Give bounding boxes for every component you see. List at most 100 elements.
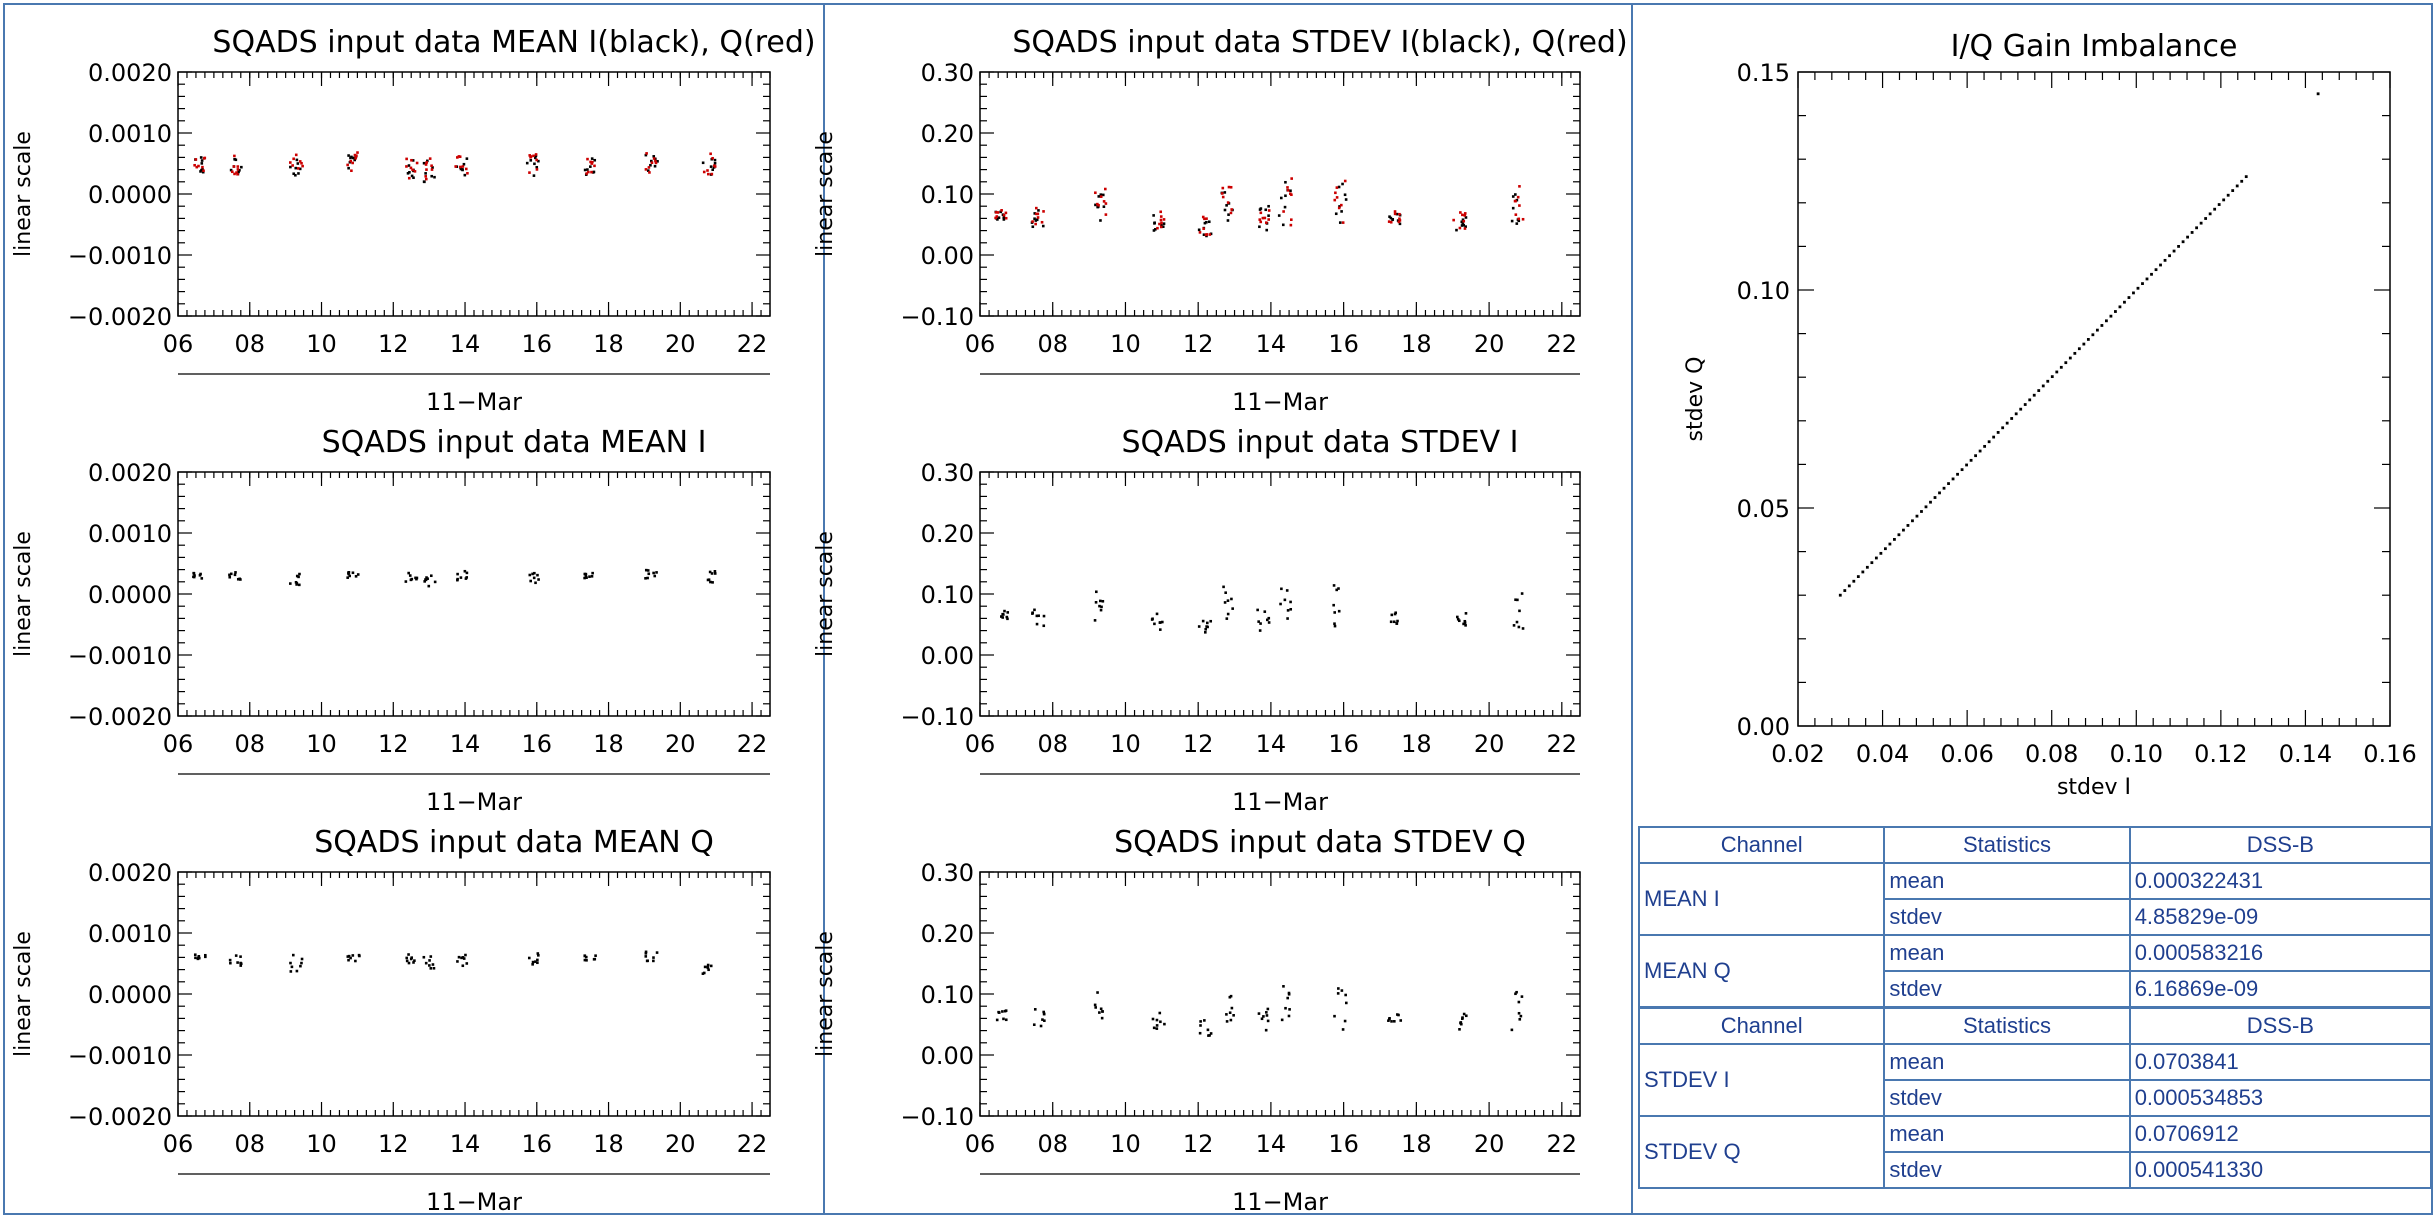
data-point [1003,609,1006,613]
data-point [1518,1018,1522,1021]
date-axis-label: 11−Mar [1232,788,1328,816]
data-point [1041,1018,1044,1021]
data-point [645,152,648,155]
data-point [531,572,534,576]
data-point [1515,222,1519,225]
data-point [1341,221,1345,224]
data-point [1039,1024,1043,1028]
data-point [1034,219,1038,222]
data-point [354,959,357,963]
data-point [2208,212,2212,216]
data-point [703,965,707,969]
data-point [994,216,997,220]
data-point [1263,216,1267,220]
data-point [347,954,351,958]
data-point [1897,533,1901,537]
data-point [1097,195,1101,198]
plot-frame [1797,71,2391,727]
data-point [1464,216,1468,219]
data-point [1284,194,1287,198]
data-point [1452,218,1455,222]
chart-stdev_iq: SQADS input data STDEV I(black), Q(red) −… [813,25,1628,416]
data-point [1099,219,1102,222]
data-point [1512,624,1516,627]
data-point [586,168,589,171]
data-point [1456,615,1459,619]
data-point [652,956,655,959]
data-point [1335,196,1339,199]
data-point [228,575,232,579]
data-point [1099,599,1102,603]
data-point [1870,561,1874,565]
data-point [2154,268,2158,272]
data-point [300,961,303,965]
data-point [1390,1020,1393,1023]
data-point [1205,217,1208,220]
data-point [1461,213,1464,217]
data-point [354,575,358,578]
x-tick-label: 06 [163,330,194,358]
data-point [1042,624,1046,628]
data-point [232,165,236,168]
y-tick-label: 0.0020 [88,859,172,887]
data-point [1035,614,1039,618]
data-point [1101,1010,1104,1013]
data-point [1002,216,1006,219]
x-tick-label: 22 [1547,1130,1578,1158]
data-point [1987,440,1991,444]
data-point [535,168,539,171]
data-point [351,161,354,165]
data-point [407,953,410,956]
data-point [200,162,204,165]
data-point [1290,193,1293,197]
data-point [430,168,434,171]
x-tick-label: 06 [965,730,996,758]
data-point [1220,192,1224,195]
data-point [1094,203,1097,207]
data-point [1161,225,1165,228]
data-point [1865,565,1869,569]
data-point [710,572,714,575]
data-point [1158,628,1162,631]
data-point [532,174,536,177]
y-axis-label: stdev Q [1683,357,1708,442]
data-point [429,955,433,958]
data-point [593,158,597,162]
data-point [1037,614,1040,618]
y-tick-label: −0.0010 [68,1042,172,1070]
data-point [1334,191,1337,195]
data-point [292,157,295,161]
x-tick-label: 22 [1547,730,1578,758]
data-point [1280,587,1283,591]
data-point [1464,225,1467,228]
data-point [1229,185,1233,189]
data-point [1461,222,1465,226]
data-point [1387,220,1391,223]
data-point [1041,224,1045,228]
chart-title: I/Q Gain Imbalance [1951,29,2238,64]
data-point [1279,602,1282,606]
data-point [1093,1003,1097,1007]
data-point [358,954,361,958]
data-point [1223,208,1227,212]
x-tick-label: 12 [378,730,409,758]
data-point [238,577,242,581]
data-point [1517,625,1521,629]
data-point [1514,598,1517,602]
data-point [1289,189,1292,193]
data-point [1032,1023,1036,1027]
data-point [297,172,300,175]
x-tick-label: 06 [163,730,194,758]
stat-label-cell: stdev [1883,970,2131,1009]
x-tick-label: 22 [737,1130,768,1158]
data-point [536,958,539,962]
data-point [1344,1001,1348,1005]
data-point [1095,590,1098,594]
x-tick-label: 22 [737,330,768,358]
data-point [1258,218,1262,221]
data-point [1338,205,1341,208]
chart-stdev_q: SQADS input data STDEV Q −0.10 0.00 0.10 0.2… [813,825,1581,1216]
data-point [2141,282,2144,286]
x-axis-label: stdev I [2057,775,2131,800]
data-point [1223,191,1227,194]
